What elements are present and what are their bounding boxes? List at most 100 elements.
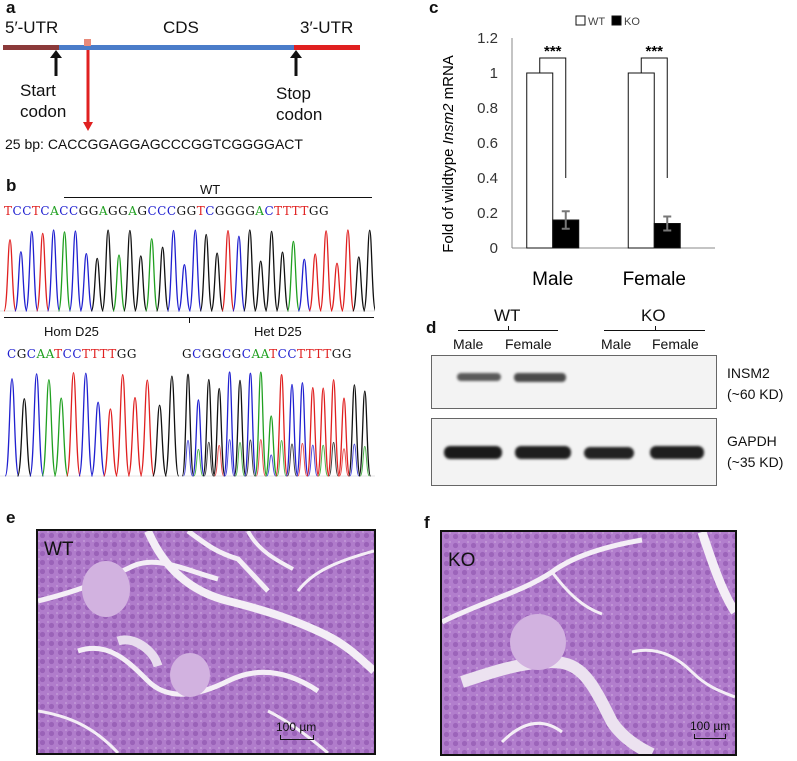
- trace-peak: [210, 252, 224, 312]
- trace-peak: [115, 374, 131, 477]
- wt-trace-label: WT: [200, 182, 221, 197]
- bar-wt: [526, 72, 554, 249]
- trace-peak: [286, 443, 298, 477]
- ko-tissue-section: [442, 532, 735, 754]
- lane-label: Male: [453, 336, 484, 352]
- trace-peak: [182, 439, 194, 477]
- hom-base-calls: CGCAATCCTTTTGG: [7, 347, 137, 361]
- trace-peak: [155, 246, 170, 312]
- trace-peak: [29, 373, 45, 477]
- ko-histology-image: KO 100 µm: [440, 530, 737, 756]
- bar-chart: Fold of wildtype Insm2 mRNA 0 0.2 0.4 0.6 0.…: [440, 15, 715, 290]
- trace-peak: [363, 229, 375, 312]
- trace-peak: [348, 384, 361, 477]
- base-call: T: [196, 204, 206, 218]
- trace-peak: [330, 262, 344, 312]
- panel-label-d: d: [426, 318, 437, 337]
- trace-peak: [349, 443, 360, 477]
- trace-peak: [245, 439, 256, 477]
- trace-peak: [199, 233, 213, 312]
- trace-peak: [112, 254, 126, 312]
- base-call: G: [116, 347, 127, 361]
- lane-label: Male: [601, 336, 632, 352]
- trace-peak: [203, 441, 214, 477]
- trace-peak: [3, 239, 17, 312]
- stop-codon-label: Stop codon: [276, 84, 323, 124]
- trace-peak: [341, 229, 355, 312]
- base-call: T: [274, 204, 283, 218]
- cds-segment: [59, 45, 294, 50]
- western-group-wt: WT: [494, 306, 521, 325]
- trace-peak: [234, 442, 246, 477]
- base-call: T: [82, 347, 91, 361]
- base-call: C: [264, 204, 275, 218]
- het-trace-label: Het D25: [254, 324, 302, 339]
- base-call: C: [62, 347, 73, 361]
- trace-peak: [66, 372, 81, 477]
- trace-peak: [223, 371, 236, 477]
- trace-peak: [139, 379, 155, 477]
- gapdh-label: GAPDH (~35 KD): [727, 433, 784, 470]
- trace-peak: [307, 444, 318, 477]
- base-call: G: [318, 204, 330, 218]
- base-call: C: [157, 204, 167, 218]
- trace-peak: [306, 387, 320, 477]
- start-arrowhead: [50, 50, 62, 58]
- base-call: G: [331, 347, 342, 361]
- base-call: A: [50, 204, 60, 218]
- x-category-label: Male: [532, 269, 573, 290]
- trace-peak: [90, 257, 104, 312]
- trace-peak: [243, 229, 257, 312]
- gapdh-blot: [431, 418, 717, 486]
- insm2-band: [514, 373, 566, 382]
- base-call: G: [341, 347, 352, 361]
- base-call: A: [128, 204, 138, 218]
- base-call: G: [225, 204, 236, 218]
- base-call: T: [291, 204, 301, 218]
- start-codon-label: Start codon: [20, 81, 67, 121]
- base-call: G: [176, 204, 187, 218]
- trace-peak: [14, 251, 28, 312]
- base-call: T: [305, 347, 315, 361]
- base-call: G: [108, 204, 119, 218]
- base-call: C: [241, 347, 252, 361]
- trace-peak: [286, 240, 301, 312]
- trace-peak: [78, 372, 94, 477]
- wt-scale-bar-label: 100 µm: [276, 720, 317, 734]
- trace-peak: [123, 229, 137, 312]
- gapdh-band: [650, 446, 704, 459]
- trace-peak: [254, 260, 268, 312]
- base-call: G: [182, 347, 193, 361]
- lane-label: Female: [652, 336, 699, 352]
- bar-wt: [627, 72, 655, 249]
- mutant-bracket-tick: [189, 317, 190, 323]
- trace-peak: [266, 454, 277, 477]
- base-call: C: [22, 204, 32, 218]
- y-axis-label: Fold of wildtype Insm2 mRNA: [440, 55, 457, 253]
- base-call: C: [277, 347, 288, 361]
- y-tick-label: 0.2: [477, 205, 498, 222]
- trace-peak: [188, 229, 202, 312]
- base-call: T: [4, 204, 13, 218]
- y-tick-label: 1: [490, 65, 498, 82]
- base-call: G: [201, 347, 212, 361]
- utr3-segment: [294, 45, 360, 50]
- hom-chromatogram: [0, 372, 180, 477]
- trace-peak: [202, 378, 216, 477]
- ko-histology-label: KO: [448, 550, 476, 571]
- gapdh-band: [515, 446, 571, 459]
- base-call: G: [308, 204, 319, 218]
- trace-peak: [297, 442, 308, 477]
- base-call: T: [108, 347, 117, 361]
- trace-peak: [233, 379, 247, 477]
- base-call: C: [72, 347, 83, 361]
- base-call: G: [231, 347, 242, 361]
- western-group-ko: KO: [641, 306, 666, 325]
- base-call: A: [251, 347, 261, 361]
- trace-peak: [264, 415, 278, 477]
- significance-bracket: [539, 57, 567, 178]
- utr3-label: 3′-UTR: [300, 18, 354, 37]
- insm2-blot: [431, 355, 717, 409]
- wt-base-calls: TCCTCACCGGAGGAGCCCGGTCGGGGACTTTTGG: [4, 204, 329, 218]
- trace-peak: [36, 232, 50, 312]
